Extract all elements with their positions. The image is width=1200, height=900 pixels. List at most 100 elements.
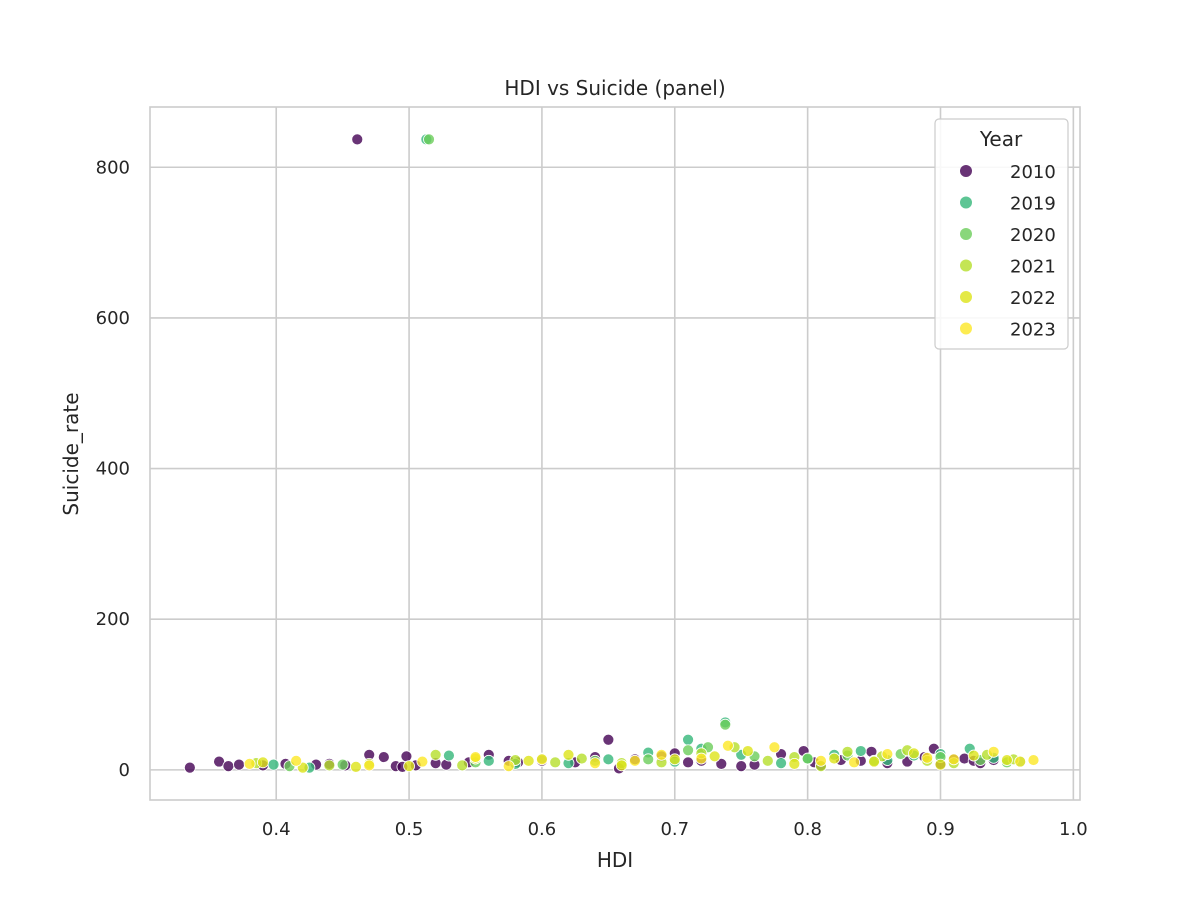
data-point-2022 [1001,754,1013,766]
data-point-2021 [575,752,588,765]
x-tick-label: 0.4 [262,819,291,840]
data-point-2010 [183,761,196,774]
data-point-2010 [400,750,413,763]
data-point-2021 [841,745,854,758]
data-point-2020 [801,752,814,765]
legend-marker-2023 [960,322,972,335]
data-point-2023 [363,759,376,772]
data-point-2023 [768,741,781,754]
legend-label: 2010 [1010,162,1056,183]
legend-marker-2022 [960,291,972,303]
data-point-2010 [213,755,225,768]
legend-label: 2022 [1010,288,1056,309]
data-point-2022 [868,755,880,768]
data-point-2023 [921,751,934,764]
data-point-2022 [668,753,681,766]
data-point-2010 [351,133,364,146]
data-point-2023 [1027,754,1040,766]
x-tick-labels: 0.4 0.5 0.6 0.7 0.8 0.9 1.0 [262,819,1088,840]
data-point-2023 [416,755,429,768]
legend-marker-2019 [960,196,972,209]
data-point-2010 [735,760,748,773]
y-tick-label: 800 [96,157,130,178]
y-tick-label: 200 [96,609,130,630]
legend-label: 2023 [1010,320,1056,341]
data-point-2020 [423,133,435,146]
data-point-2019 [775,757,787,769]
data-point-2023 [695,752,708,765]
data-point-2023 [987,745,1000,758]
x-tick-label: 0.7 [660,819,689,840]
data-point-2023 [536,753,548,766]
data-point-2023 [290,754,303,767]
legend-title: Year [979,127,1023,151]
data-point-2023 [815,754,827,767]
data-point-2019 [854,745,867,757]
data-point-2023 [881,748,894,760]
x-tick-label: 0.5 [395,819,424,840]
data-point-2022 [967,749,980,762]
x-tick-label: 1.0 [1059,819,1088,840]
data-point-2023 [655,748,668,761]
y-tick-labels: 0 200 400 600 800 [96,157,130,781]
data-point-2022 [708,750,721,763]
data-point-2019 [602,753,615,766]
data-point-2023 [243,757,256,770]
legend-label: 2020 [1010,225,1056,246]
data-point-2020 [336,758,349,771]
data-point-2022 [788,757,801,770]
data-point-2022 [403,760,415,773]
data-point-2022 [562,748,575,761]
data-point-2023 [629,754,641,767]
legend-marker-2020 [960,228,972,240]
data-point-2022 [615,759,628,772]
data-point-2021 [456,759,469,772]
x-tick-label: 0.9 [926,819,955,840]
data-point-2023 [947,753,960,766]
data-point-2020 [682,744,694,757]
y-axis-label: Suicide_rate [59,392,83,515]
data-point-2021 [429,748,442,761]
data-point-2022 [828,752,841,765]
y-tick-label: 400 [96,459,130,480]
data-point-2022 [257,756,269,769]
data-point-2023 [502,760,515,773]
data-point-2023 [722,739,734,752]
data-point-2022 [908,747,920,760]
data-point-2010 [222,760,235,773]
legend-marker-2010 [960,165,972,177]
data-point-2010 [377,751,390,763]
data-point-2010 [602,733,615,746]
data-point-2010 [233,758,245,771]
data-points [183,133,1040,775]
data-point-2021 [761,754,774,767]
data-point-2022 [522,754,535,767]
legend-label: 2019 [1010,194,1056,215]
data-point-2019 [682,733,694,746]
plot-frame [149,106,1081,801]
data-point-2023 [1014,755,1027,768]
data-point-2020 [719,718,732,731]
data-point-2010 [682,756,694,769]
x-tick-label: 0.8 [793,819,822,840]
data-point-2022 [741,745,754,757]
data-point-2022 [350,760,362,773]
data-point-2020 [642,753,655,766]
data-point-2021 [549,756,562,769]
legend: Year 2010 2019 2020 2021 2022 2023 [934,118,1069,350]
legend-marker-2021 [960,259,972,272]
x-axis-label: HDI [597,848,633,872]
data-point-2023 [848,756,861,769]
data-point-2022 [934,758,947,771]
data-point-2023 [469,751,482,763]
data-point-2021 [323,759,336,772]
data-point-2019 [482,754,495,767]
chart-title: HDI vs Suicide (panel) [504,76,725,100]
data-point-2023 [589,757,601,769]
y-tick-label: 600 [96,308,130,329]
x-tick-label: 0.6 [528,819,557,840]
data-point-2019 [267,758,280,771]
y-tick-label: 0 [119,760,130,781]
data-point-2010 [715,757,728,770]
